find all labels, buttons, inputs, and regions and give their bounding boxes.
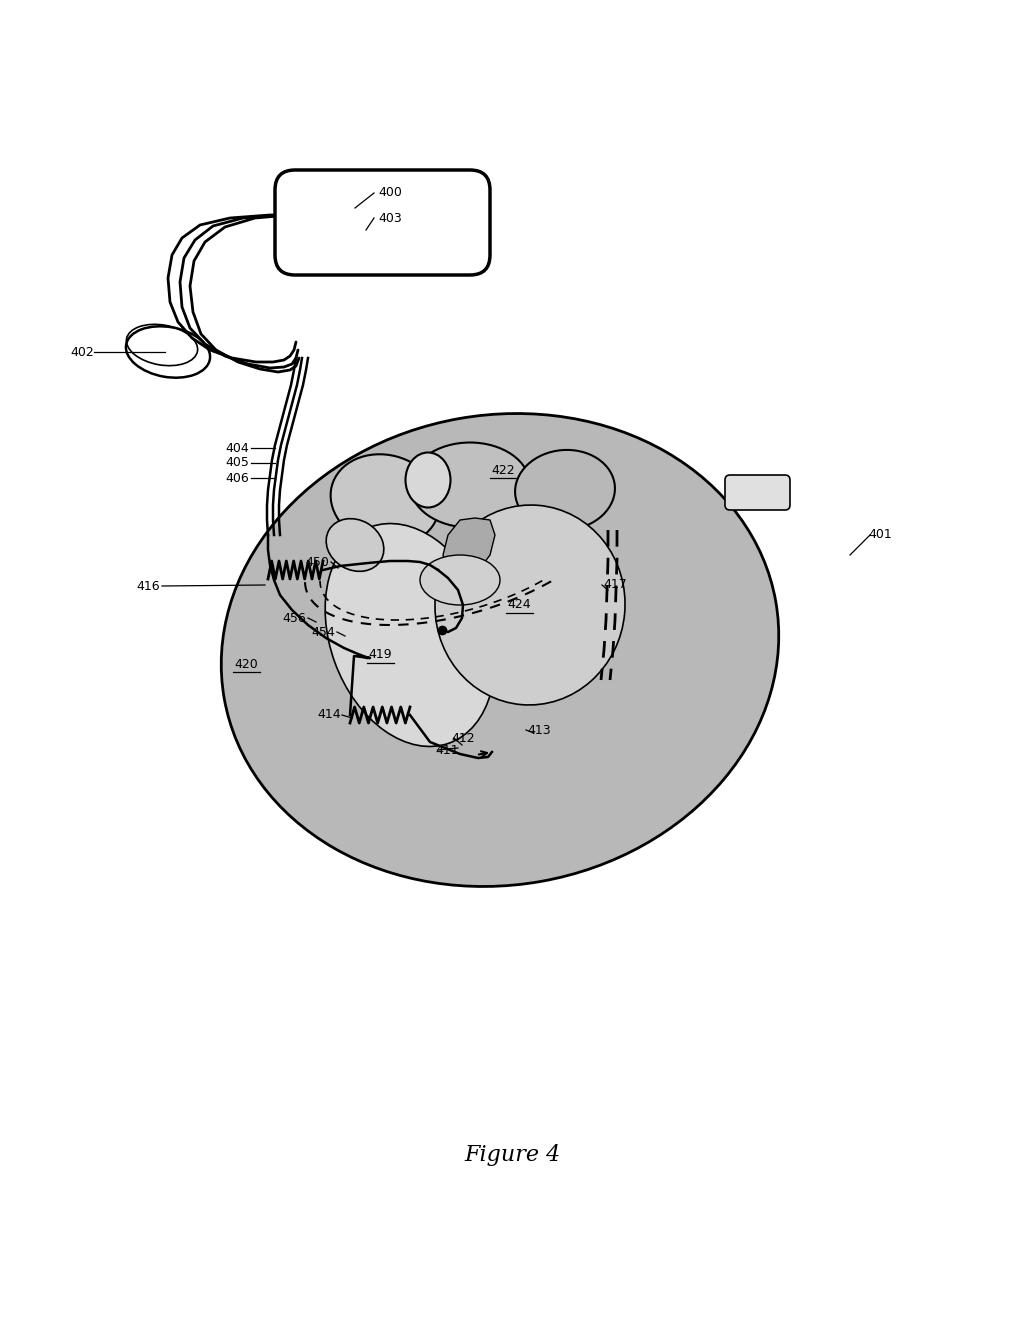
Text: 401: 401 (868, 528, 892, 541)
Ellipse shape (435, 506, 625, 705)
Text: 416: 416 (136, 579, 160, 593)
Text: 404: 404 (225, 441, 249, 454)
Ellipse shape (326, 524, 495, 747)
Text: 417: 417 (603, 578, 627, 591)
Text: 414: 414 (317, 709, 341, 722)
Ellipse shape (406, 453, 451, 507)
Text: 450: 450 (305, 556, 329, 569)
Ellipse shape (221, 413, 778, 887)
Polygon shape (443, 517, 495, 590)
Text: 422: 422 (492, 463, 515, 477)
Text: 406: 406 (225, 471, 249, 484)
Ellipse shape (420, 554, 500, 605)
Text: 424: 424 (507, 598, 530, 611)
Text: 454: 454 (311, 626, 335, 639)
Ellipse shape (327, 519, 384, 572)
Ellipse shape (410, 442, 530, 528)
Ellipse shape (331, 454, 439, 545)
Text: 411: 411 (435, 743, 459, 756)
Text: 413: 413 (527, 723, 551, 737)
Text: Figure 4: Figure 4 (464, 1144, 560, 1166)
FancyBboxPatch shape (725, 475, 790, 510)
Text: 405: 405 (225, 457, 249, 470)
Text: 400: 400 (378, 186, 402, 199)
Ellipse shape (515, 450, 615, 531)
Text: 456: 456 (283, 611, 306, 624)
FancyBboxPatch shape (275, 170, 490, 275)
Text: 403: 403 (378, 211, 401, 224)
Text: 420: 420 (234, 657, 258, 671)
Text: 419: 419 (369, 648, 392, 661)
Text: 402: 402 (70, 346, 94, 359)
Text: 412: 412 (452, 731, 475, 744)
